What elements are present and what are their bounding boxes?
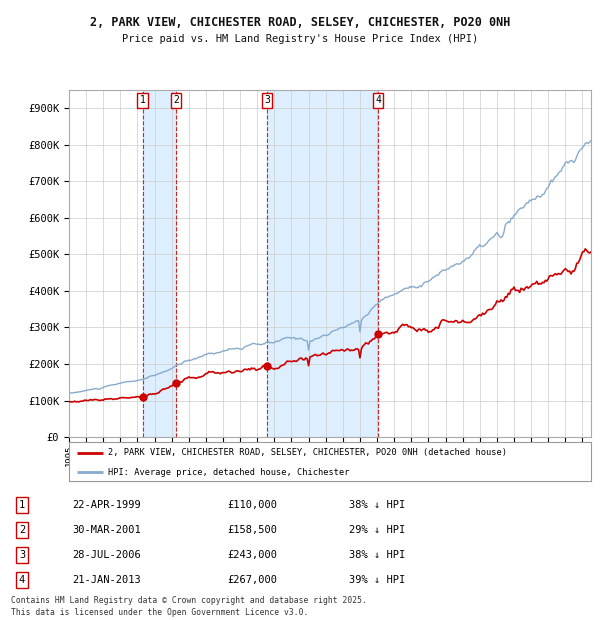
Text: 4: 4: [19, 575, 25, 585]
Text: This data is licensed under the Open Government Licence v3.0.: This data is licensed under the Open Gov…: [11, 608, 308, 617]
Text: 38% ↓ HPI: 38% ↓ HPI: [349, 550, 406, 560]
Text: 2: 2: [19, 525, 25, 535]
Text: 22-APR-1999: 22-APR-1999: [73, 500, 142, 510]
Text: Contains HM Land Registry data © Crown copyright and database right 2025.: Contains HM Land Registry data © Crown c…: [11, 596, 367, 606]
Text: 3: 3: [19, 550, 25, 560]
Text: 2: 2: [173, 95, 179, 105]
Text: HPI: Average price, detached house, Chichester: HPI: Average price, detached house, Chic…: [108, 467, 350, 477]
Bar: [267, 90, 378, 437]
Bar: [143, 90, 176, 437]
Text: 3: 3: [264, 95, 270, 105]
Text: £158,500: £158,500: [227, 525, 277, 535]
Text: £110,000: £110,000: [227, 500, 277, 510]
Text: £267,000: £267,000: [227, 575, 277, 585]
Text: 28-JUL-2006: 28-JUL-2006: [73, 550, 142, 560]
Text: Price paid vs. HM Land Registry's House Price Index (HPI): Price paid vs. HM Land Registry's House …: [122, 34, 478, 44]
Text: 30-MAR-2001: 30-MAR-2001: [73, 525, 142, 535]
Text: £243,000: £243,000: [227, 550, 277, 560]
Text: 38% ↓ HPI: 38% ↓ HPI: [349, 500, 406, 510]
Text: 21-JAN-2013: 21-JAN-2013: [73, 575, 142, 585]
Text: 2, PARK VIEW, CHICHESTER ROAD, SELSEY, CHICHESTER, PO20 0NH (detached house): 2, PARK VIEW, CHICHESTER ROAD, SELSEY, C…: [108, 448, 507, 458]
Text: 39% ↓ HPI: 39% ↓ HPI: [349, 575, 406, 585]
Text: 4: 4: [375, 95, 381, 105]
Text: 2, PARK VIEW, CHICHESTER ROAD, SELSEY, CHICHESTER, PO20 0NH: 2, PARK VIEW, CHICHESTER ROAD, SELSEY, C…: [90, 16, 510, 29]
Text: 1: 1: [19, 500, 25, 510]
Text: 1: 1: [140, 95, 146, 105]
Text: 29% ↓ HPI: 29% ↓ HPI: [349, 525, 406, 535]
